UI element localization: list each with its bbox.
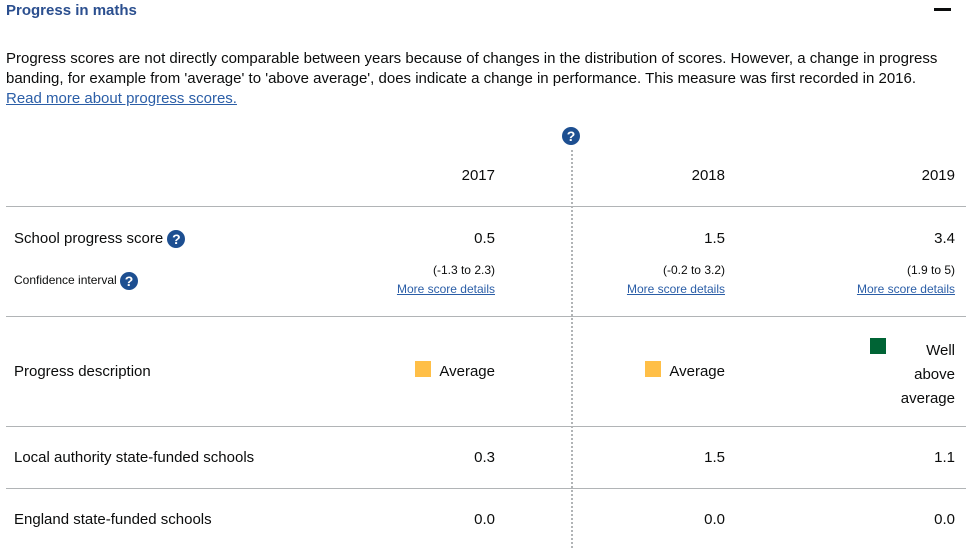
well-above-average-band-swatch: [870, 338, 886, 354]
average-band-swatch: [645, 361, 661, 377]
local-authority-label: Local authority state-funded schools: [14, 449, 255, 466]
more-score-details-link[interactable]: More score details: [396, 282, 495, 296]
row-divider: [6, 488, 966, 489]
england-2019: 0.0: [934, 511, 955, 528]
more-score-details-link[interactable]: More score details: [856, 282, 955, 296]
confidence-2017: (-1.3 to 2.3): [432, 263, 495, 277]
confidence-text: Confidence interval: [14, 273, 117, 288]
confidence-label: Confidence interval ?: [14, 272, 139, 290]
minus-icon[interactable]: [934, 8, 951, 11]
intro-text: Progress scores are not directly compara…: [6, 49, 966, 109]
score-2017: 0.5: [474, 230, 495, 247]
england-2017: 0.0: [474, 511, 495, 528]
score-2019: 3.4: [934, 230, 955, 247]
row-divider: [6, 206, 966, 207]
year-divider: [571, 150, 573, 548]
england-2018: 0.0: [704, 511, 725, 528]
england-label: England state-funded schools: [14, 511, 212, 528]
score-2018: 1.5: [704, 230, 725, 247]
school-progress-text: School progress score: [14, 230, 164, 247]
question-mark-icon[interactable]: ?: [167, 230, 186, 249]
row-divider: [6, 426, 966, 427]
confidence-2019: (1.9 to 5): [906, 263, 955, 277]
description-2018: Average: [669, 363, 725, 380]
question-mark-icon[interactable]: ?: [120, 272, 139, 290]
more-score-details-link[interactable]: More score details: [626, 282, 725, 296]
la-2017: 0.3: [474, 449, 495, 466]
la-2018: 1.5: [704, 449, 725, 466]
average-band-swatch: [415, 361, 431, 377]
read-more-link[interactable]: Read more about progress scores.: [6, 90, 237, 107]
description-2017: Average: [439, 363, 495, 380]
question-mark-icon[interactable]: ?: [562, 127, 580, 145]
intro-paragraph: Progress scores are not directly compara…: [6, 50, 938, 87]
section-title: Progress in maths: [6, 2, 137, 19]
description-2019: Well above average: [900, 342, 955, 407]
progress-description-label: Progress description: [14, 363, 151, 380]
year-2019: 2019: [921, 167, 955, 184]
row-divider: [6, 316, 966, 317]
year-2017: 2017: [461, 167, 495, 184]
la-2019: 1.1: [934, 449, 955, 466]
confidence-2018: (-0.2 to 3.2): [662, 263, 725, 277]
year-2018: 2018: [691, 167, 725, 184]
school-progress-label: School progress score ?: [14, 230, 186, 249]
